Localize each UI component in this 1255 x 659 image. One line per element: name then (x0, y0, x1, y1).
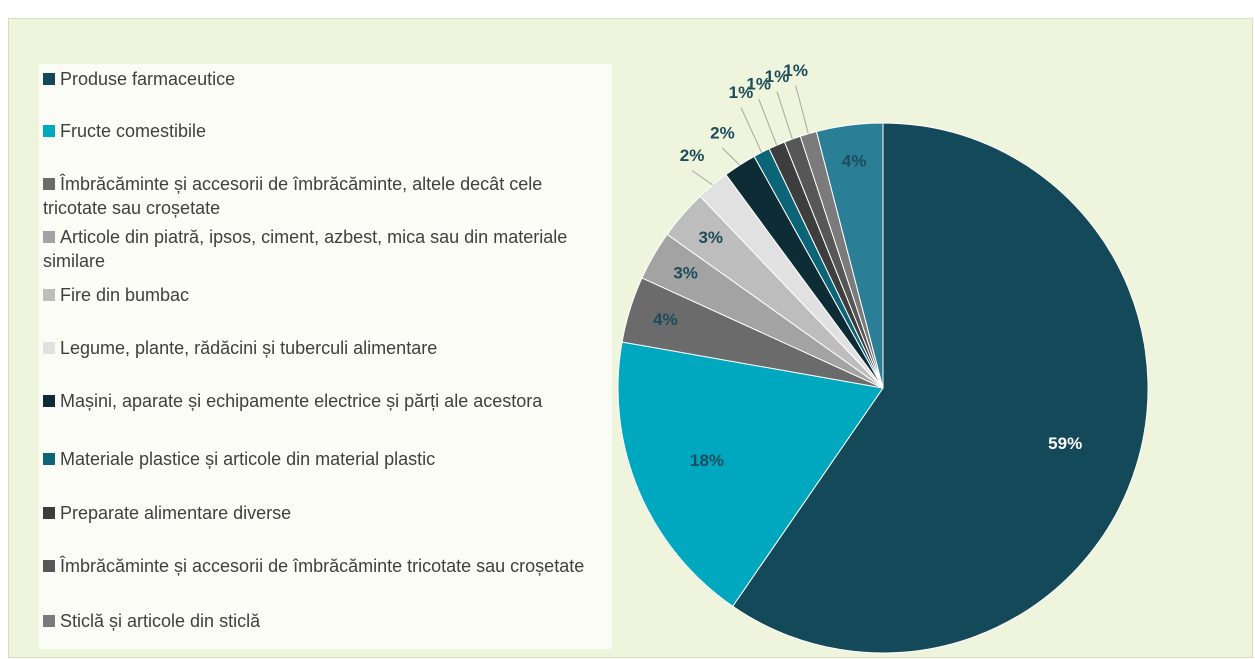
data-label: 3% (698, 228, 723, 247)
leader-line (776, 91, 793, 140)
legend: Produse farmaceutice Fructe comestibile Îm… (39, 64, 612, 649)
data-label: 2% (680, 146, 705, 165)
data-label: 2% (710, 124, 735, 143)
leader-line (740, 107, 763, 153)
data-label: 4% (842, 151, 867, 170)
leader-line (691, 170, 713, 186)
legend-label: Legume, plante, rădăcini și tuberculi al… (60, 338, 438, 358)
legend-item: Produse farmaceutice (43, 67, 608, 91)
leader-line (758, 98, 778, 146)
legend-swatch (43, 395, 55, 407)
legend-label: Articole din piatră, ipsos, ciment, azbe… (43, 227, 568, 271)
legend-swatch (43, 73, 55, 85)
legend-swatch (43, 178, 55, 190)
data-label: 1% (783, 61, 808, 80)
leader-line (795, 85, 809, 134)
legend-swatch (43, 507, 55, 519)
legend-item: Îmbrăcăminte și accesorii de îmbrăcămint… (43, 172, 608, 220)
legend-swatch (43, 231, 55, 243)
legend-label: Fructe comestibile (60, 121, 207, 141)
data-label: 1% (746, 74, 771, 93)
legend-label: Produse farmaceutice (60, 69, 236, 89)
pie-slice (732, 122, 1149, 654)
legend-label: Îmbrăcăminte și accesorii de îmbrăcămint… (43, 174, 543, 218)
data-label: 3% (673, 264, 698, 283)
data-label: 18% (690, 451, 724, 470)
pie-slice (617, 341, 884, 607)
legend-label: Îmbrăcăminte și accesorii de îmbrăcămint… (60, 556, 585, 576)
data-label: 4% (653, 310, 678, 329)
legend-item: Fire din bumbac (43, 283, 608, 307)
legend-label: Fire din bumbac (60, 285, 190, 305)
legend-swatch (43, 453, 55, 465)
leader-line (722, 147, 741, 166)
legend-label: Mașini, aparate și echipamente electrice… (60, 391, 543, 411)
data-label: 1% (765, 67, 790, 86)
legend-item: Sticlă și articole din sticlă (43, 609, 608, 633)
legend-label: Materiale plastice și articole din mater… (60, 449, 436, 469)
legend-item: Articole din piatră, ipsos, ciment, azbe… (43, 225, 608, 273)
legend-swatch (43, 289, 55, 301)
legend-swatch (43, 615, 55, 627)
legend-swatch (43, 342, 55, 354)
pie-slice (815, 122, 884, 389)
data-label: 1% (729, 83, 754, 102)
legend-swatch (43, 560, 55, 572)
data-label: 59% (1048, 434, 1082, 453)
legend-item: Materiale plastice și articole din mater… (43, 447, 608, 471)
legend-label: Sticlă și articole din sticlă (60, 611, 261, 631)
legend-swatch (43, 125, 55, 137)
legend-item: Preparate alimentare diverse (43, 501, 608, 525)
legend-item: Îmbrăcăminte și accesorii de îmbrăcămint… (43, 554, 608, 578)
legend-item: Fructe comestibile (43, 119, 608, 143)
legend-item: Legume, plante, rădăcini și tuberculi al… (43, 336, 608, 360)
legend-label: Preparate alimentare diverse (60, 503, 292, 523)
legend-item: Mașini, aparate și echipamente electrice… (43, 389, 608, 413)
